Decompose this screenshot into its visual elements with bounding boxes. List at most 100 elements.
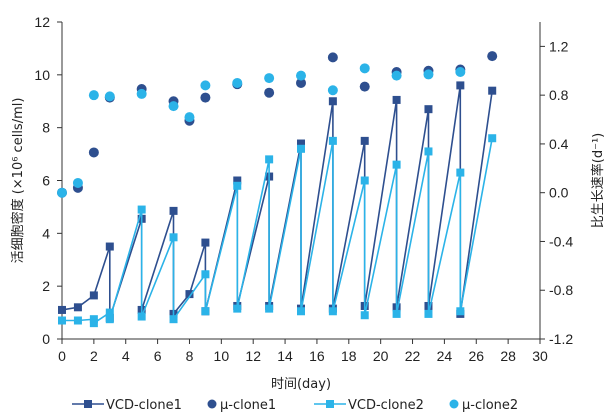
data-point [327, 52, 338, 63]
x-tick-label: 22 [405, 348, 421, 364]
x-tick-label: 4 [122, 348, 130, 364]
data-point [169, 233, 178, 242]
data-point [391, 70, 402, 81]
series--clone2 [57, 63, 466, 198]
data-point [327, 85, 338, 96]
data-point [136, 88, 147, 99]
x-tick-label: 14 [277, 348, 293, 364]
data-point [169, 315, 178, 324]
x-tick-label: 26 [468, 348, 484, 364]
x-tick-label: 2 [90, 348, 98, 364]
x-tick-label: 24 [437, 348, 453, 364]
x-tick-label: 30 [532, 348, 548, 364]
data-point [359, 63, 370, 74]
x-tick-label: 0 [58, 348, 66, 364]
axes: 活细胞密度 (×10⁶ cells/ml) 比生长速率(d⁻¹) 时间(day)… [10, 14, 606, 392]
data-point [105, 242, 114, 251]
data-point [89, 319, 98, 328]
data-point [88, 90, 99, 101]
data-point [265, 304, 274, 313]
data-point [297, 307, 305, 316]
data-point [297, 144, 305, 153]
data-point [201, 307, 210, 316]
x-tick-label: 18 [341, 348, 357, 364]
data-point [200, 92, 211, 103]
x-axis-label: 时间(day) [271, 377, 331, 392]
y-axis-left-label: 活细胞密度 (×10⁶ cells/ml) [10, 98, 26, 264]
data-point [455, 66, 466, 77]
y-axis-right-label: 比生长速率(d⁻¹) [590, 133, 606, 228]
data-point [265, 155, 274, 164]
legend-item: VCD-clone1 [72, 398, 182, 413]
data-point [360, 136, 369, 145]
legend-marker-swatch [326, 400, 334, 408]
data-point [328, 136, 337, 145]
data-point [456, 168, 465, 177]
legend-label: μ-clone2 [462, 398, 518, 413]
data-point [233, 181, 242, 190]
data-point [89, 291, 98, 300]
data-point [392, 160, 401, 169]
y-left-tick-label: 10 [34, 67, 50, 83]
series-vcd-clone1 [58, 81, 497, 322]
y-left-tick-label: 4 [42, 225, 50, 241]
plot-area [57, 51, 498, 328]
legend-item: μ-clone2 [449, 398, 518, 413]
data-point [185, 290, 194, 299]
y-right-tick-label: 0.0 [549, 185, 569, 201]
legend-label: μ-clone1 [220, 398, 276, 413]
y-right-tick-label: 0.4 [549, 136, 569, 152]
data-point [297, 139, 305, 148]
x-tick-label: 16 [309, 348, 325, 364]
x-tick-label: 6 [154, 348, 162, 364]
data-point [201, 270, 210, 279]
legend-label: VCD-clone1 [106, 398, 182, 413]
data-point [105, 308, 114, 317]
data-point [104, 91, 115, 102]
y-left-tick-label: 6 [42, 173, 50, 189]
y-right-tick-label: 0.8 [549, 87, 569, 103]
legend-item: μ-clone1 [207, 398, 276, 413]
data-point [264, 73, 275, 84]
data-point [264, 87, 275, 98]
legend-marker-swatch [207, 399, 217, 409]
data-point [57, 187, 67, 198]
data-point [137, 205, 146, 214]
y-left-tick-label: 12 [34, 14, 50, 30]
data-point [233, 304, 242, 313]
data-point [488, 86, 497, 95]
data-point [424, 147, 433, 156]
data-point [328, 97, 337, 106]
legend-marker-swatch [449, 399, 459, 409]
data-point [296, 77, 306, 88]
legend-item: VCD-clone2 [314, 398, 424, 413]
data-point [201, 238, 210, 247]
y-right-tick-label: -1.2 [549, 331, 573, 347]
data-point [200, 80, 211, 91]
y-right-tick-label: 1.2 [549, 38, 569, 54]
data-point [296, 70, 306, 81]
data-point [169, 206, 178, 215]
data-point [58, 316, 66, 325]
data-point [423, 69, 434, 80]
series-vcd-clone2 [58, 134, 497, 328]
x-tick-label: 28 [500, 348, 516, 364]
x-tick-label: 12 [245, 348, 261, 364]
data-point [184, 112, 195, 123]
data-point [73, 303, 82, 312]
data-point [58, 305, 66, 314]
y-left-tick-label: 2 [42, 278, 50, 294]
data-point [456, 81, 465, 90]
data-point [72, 177, 83, 188]
data-point [233, 176, 242, 185]
data-point [360, 311, 369, 320]
data-point [359, 81, 370, 92]
series-line [62, 138, 493, 325]
legend: VCD-clone1 μ-clone1 VCD-clone2 μ-clone2 [72, 398, 518, 413]
data-point [328, 307, 337, 316]
data-point [424, 105, 433, 114]
data-point [487, 51, 498, 62]
data-point [73, 316, 82, 325]
y-right-tick-label: -0.4 [549, 233, 573, 249]
